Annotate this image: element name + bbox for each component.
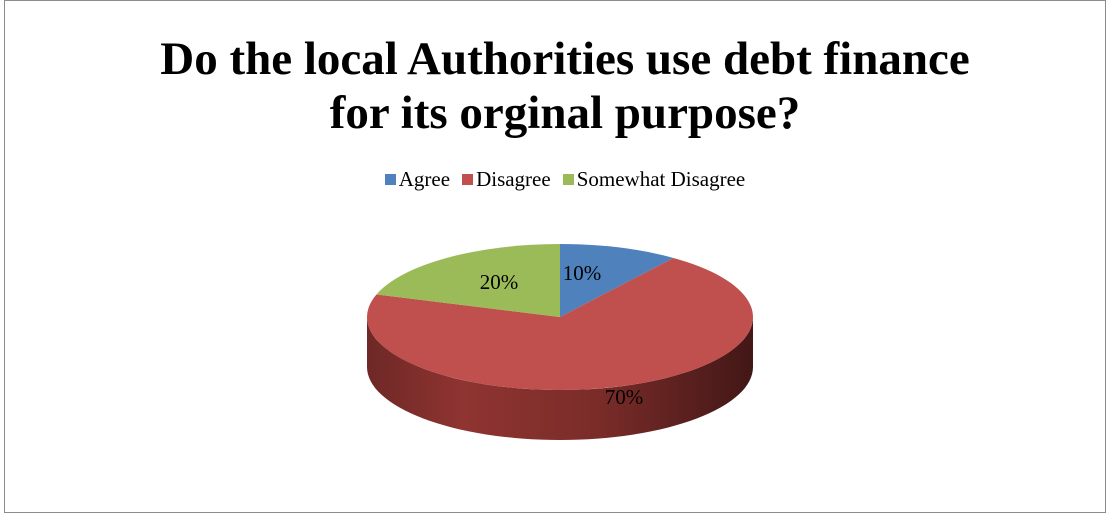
- legend-swatch-disagree: [462, 174, 474, 185]
- chart-title: Do the local Authorities use debt financ…: [0, 32, 1112, 140]
- data-label-agree: 10%: [563, 261, 602, 285]
- data-label-disagree: 70%: [605, 385, 644, 409]
- legend-label-disagree: Disagree: [476, 167, 551, 191]
- data-label-somewhat-disagree: 20%: [480, 270, 519, 294]
- legend-item-somewhat-disagree: Somewhat Disagree: [562, 167, 746, 192]
- chart-title-line-1: Do the local Authorities use debt financ…: [160, 33, 970, 85]
- pie-slice-somewhat-disagree: [376, 244, 560, 317]
- pie-slice-agree: [560, 244, 674, 317]
- pie-slice-disagree: [367, 257, 753, 390]
- pie-top-face: [367, 244, 753, 390]
- chart-legend: Agree Disagree Somewhat Disagree: [0, 167, 1112, 192]
- legend-label-somewhat-disagree: Somewhat Disagree: [576, 167, 746, 191]
- chart-title-line-2: for its orginal purpose?: [329, 87, 801, 139]
- pie-side-wall: [367, 317, 753, 440]
- legend-item-disagree: Disagree: [462, 167, 551, 192]
- pie-data-labels: 10% 70% 20%: [480, 261, 644, 409]
- pie-side-disagree: [367, 317, 753, 440]
- legend-item-agree: Agree: [384, 167, 451, 192]
- legend-swatch-agree: [384, 174, 396, 185]
- legend-label-agree: Agree: [398, 167, 451, 191]
- legend-swatch-somewhat-disagree: [562, 174, 574, 185]
